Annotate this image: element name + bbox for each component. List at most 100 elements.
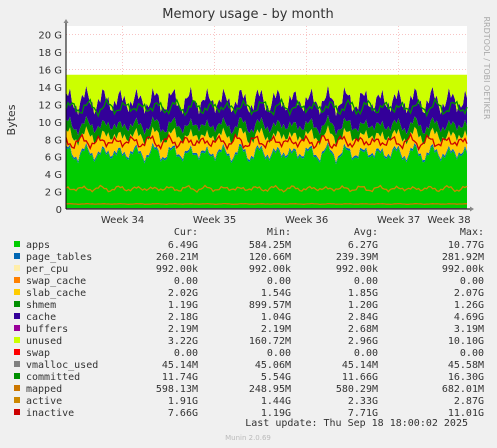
legend-value-max: 10.77G [448,240,484,251]
legend-name-slab_cache: slab_cache [26,288,86,299]
legend-swatch-buffers [14,325,20,331]
legend-value-avg: 239.39M [336,252,378,263]
legend-name-active: active [26,396,62,407]
legend-value-min: 1.54G [261,288,291,299]
legend-header-min: Min: [267,227,291,238]
legend-value-avg: 2.33G [348,396,378,407]
legend-value-max: 16.30G [448,372,484,383]
line-inactive [65,132,468,152]
legend-value-min: 584.25M [249,240,291,251]
legend-value-cur: 7.66G [168,408,198,419]
legend-value-cur: 260.21M [156,252,198,263]
y-tick-label: 10 G [38,118,62,129]
legend-swatch-active [14,397,20,403]
legend-value-avg: 580.29M [336,384,378,395]
legend-swatch-swap [14,349,20,355]
legend-swatch-mapped [14,385,20,391]
legend-value-avg: 2.68M [348,324,378,335]
legend-value-max: 11.01G [448,408,484,419]
x-tick-label: Week 36 [285,215,328,226]
legend-value-max: 1.26G [454,300,484,311]
legend-value-cur: 45.14M [162,360,198,371]
legend-value-avg: 0.00 [354,348,378,359]
legend-value-min: 992.00k [249,264,291,275]
area-cache [66,85,467,136]
x-tick-label: Week 35 [193,215,236,226]
x-tick-label: Week 38 [427,215,470,226]
legend-value-avg: 2.84G [348,312,378,323]
legend-value-cur: 1.19G [168,300,198,311]
x-tick-label: Week 37 [377,215,420,226]
legend-value-min: 0.00 [267,276,291,287]
x-axis-arrow [470,206,474,212]
y-axis-arrow [63,19,69,23]
legend-value-max: 0.00 [460,348,484,359]
legend-value-avg: 1.20G [348,300,378,311]
legend-value-min: 160.72M [249,336,291,347]
legend-value-max: 992.00k [442,264,484,275]
legend-header-max: Max: [460,227,484,238]
legend-value-min: 2.19M [261,324,291,335]
legend-value-min: 1.19G [261,408,291,419]
y-tick-label: 8 G [45,135,62,146]
legend-swatch-swap_cache [14,277,20,283]
legend-value-cur: 2.19M [168,324,198,335]
legend-name-per_cpu: per_cpu [26,264,68,275]
legend-swatch-unused [14,337,20,343]
legend-value-avg: 0.00 [354,276,378,287]
legend-name-swap_cache: swap_cache [26,276,86,287]
legend-name-vmalloc_used: vmalloc_used [26,360,98,371]
legend-value-max: 682.01M [442,384,484,395]
legend-name-shmem: shmem [26,300,56,311]
legend-swatch-vmalloc_used [14,361,20,367]
legend-value-min: 0.00 [267,348,291,359]
y-axis-label: Bytes [5,104,18,135]
area-unused [66,74,467,116]
legend-name-buffers: buffers [26,324,68,335]
legend-value-cur: 2.18G [168,312,198,323]
chart-title: Memory usage - by month [162,7,333,22]
legend-value-cur: 3.22G [168,336,198,347]
legend-name-apps: apps [26,240,50,251]
legend-value-max: 2.07G [454,288,484,299]
legend-value-cur: 2.02G [168,288,198,299]
area-shmem [66,114,467,146]
legend-value-avg: 11.66G [342,372,378,383]
y-tick-label: 6 G [45,153,62,164]
legend-swatch-apps [14,241,20,247]
legend-value-cur: 11.74G [162,372,198,383]
y-tick-label: 14 G [38,83,62,94]
legend-value-avg: 992.00k [336,264,378,275]
x-tick-label: Week 34 [101,215,144,226]
legend-value-max: 4.69G [454,312,484,323]
legend-swatch-committed [14,373,20,379]
y-tick-label: 20 G [38,31,62,42]
legend-value-min: 5.54G [261,372,291,383]
y-tick-label: 12 G [38,100,62,111]
legend-value-cur: 1.91G [168,396,198,407]
legend-name-inactive: inactive [26,408,74,419]
legend-value-cur: 0.00 [174,276,198,287]
rrdtool-credit: RRDTOOL / TOBI OETIKER [482,16,491,119]
legend-value-avg: 2.96G [348,336,378,347]
y-tick-label: 16 G [38,66,62,77]
legend-value-cur: 6.49G [168,240,198,251]
legend-value-max: 0.00 [460,276,484,287]
legend-name-swap: swap [26,348,50,359]
line-mapped [66,202,468,206]
legend-value-avg: 6.27G [348,240,378,251]
legend-value-max: 10.10G [448,336,484,347]
legend-name-unused: unused [26,336,62,347]
legend-value-min: 1.44G [261,396,291,407]
legend-swatch-per_cpu [14,265,20,271]
legend-swatch-slab_cache [14,289,20,295]
y-tick-label: 18 G [38,48,62,59]
y-tick-label: 0 [56,205,62,216]
axis-layer: 0 2 G 4 G 6 G 8 G 10 G 12 G 14 G 16 G 18 G 20 G Wee… [38,19,474,226]
legend-header-avg: Avg: [354,227,378,238]
legend-swatch-inactive [14,409,20,415]
legend-value-max: 45.58M [448,360,484,371]
line-active [65,184,468,194]
legend-value-max: 3.19M [454,324,484,335]
